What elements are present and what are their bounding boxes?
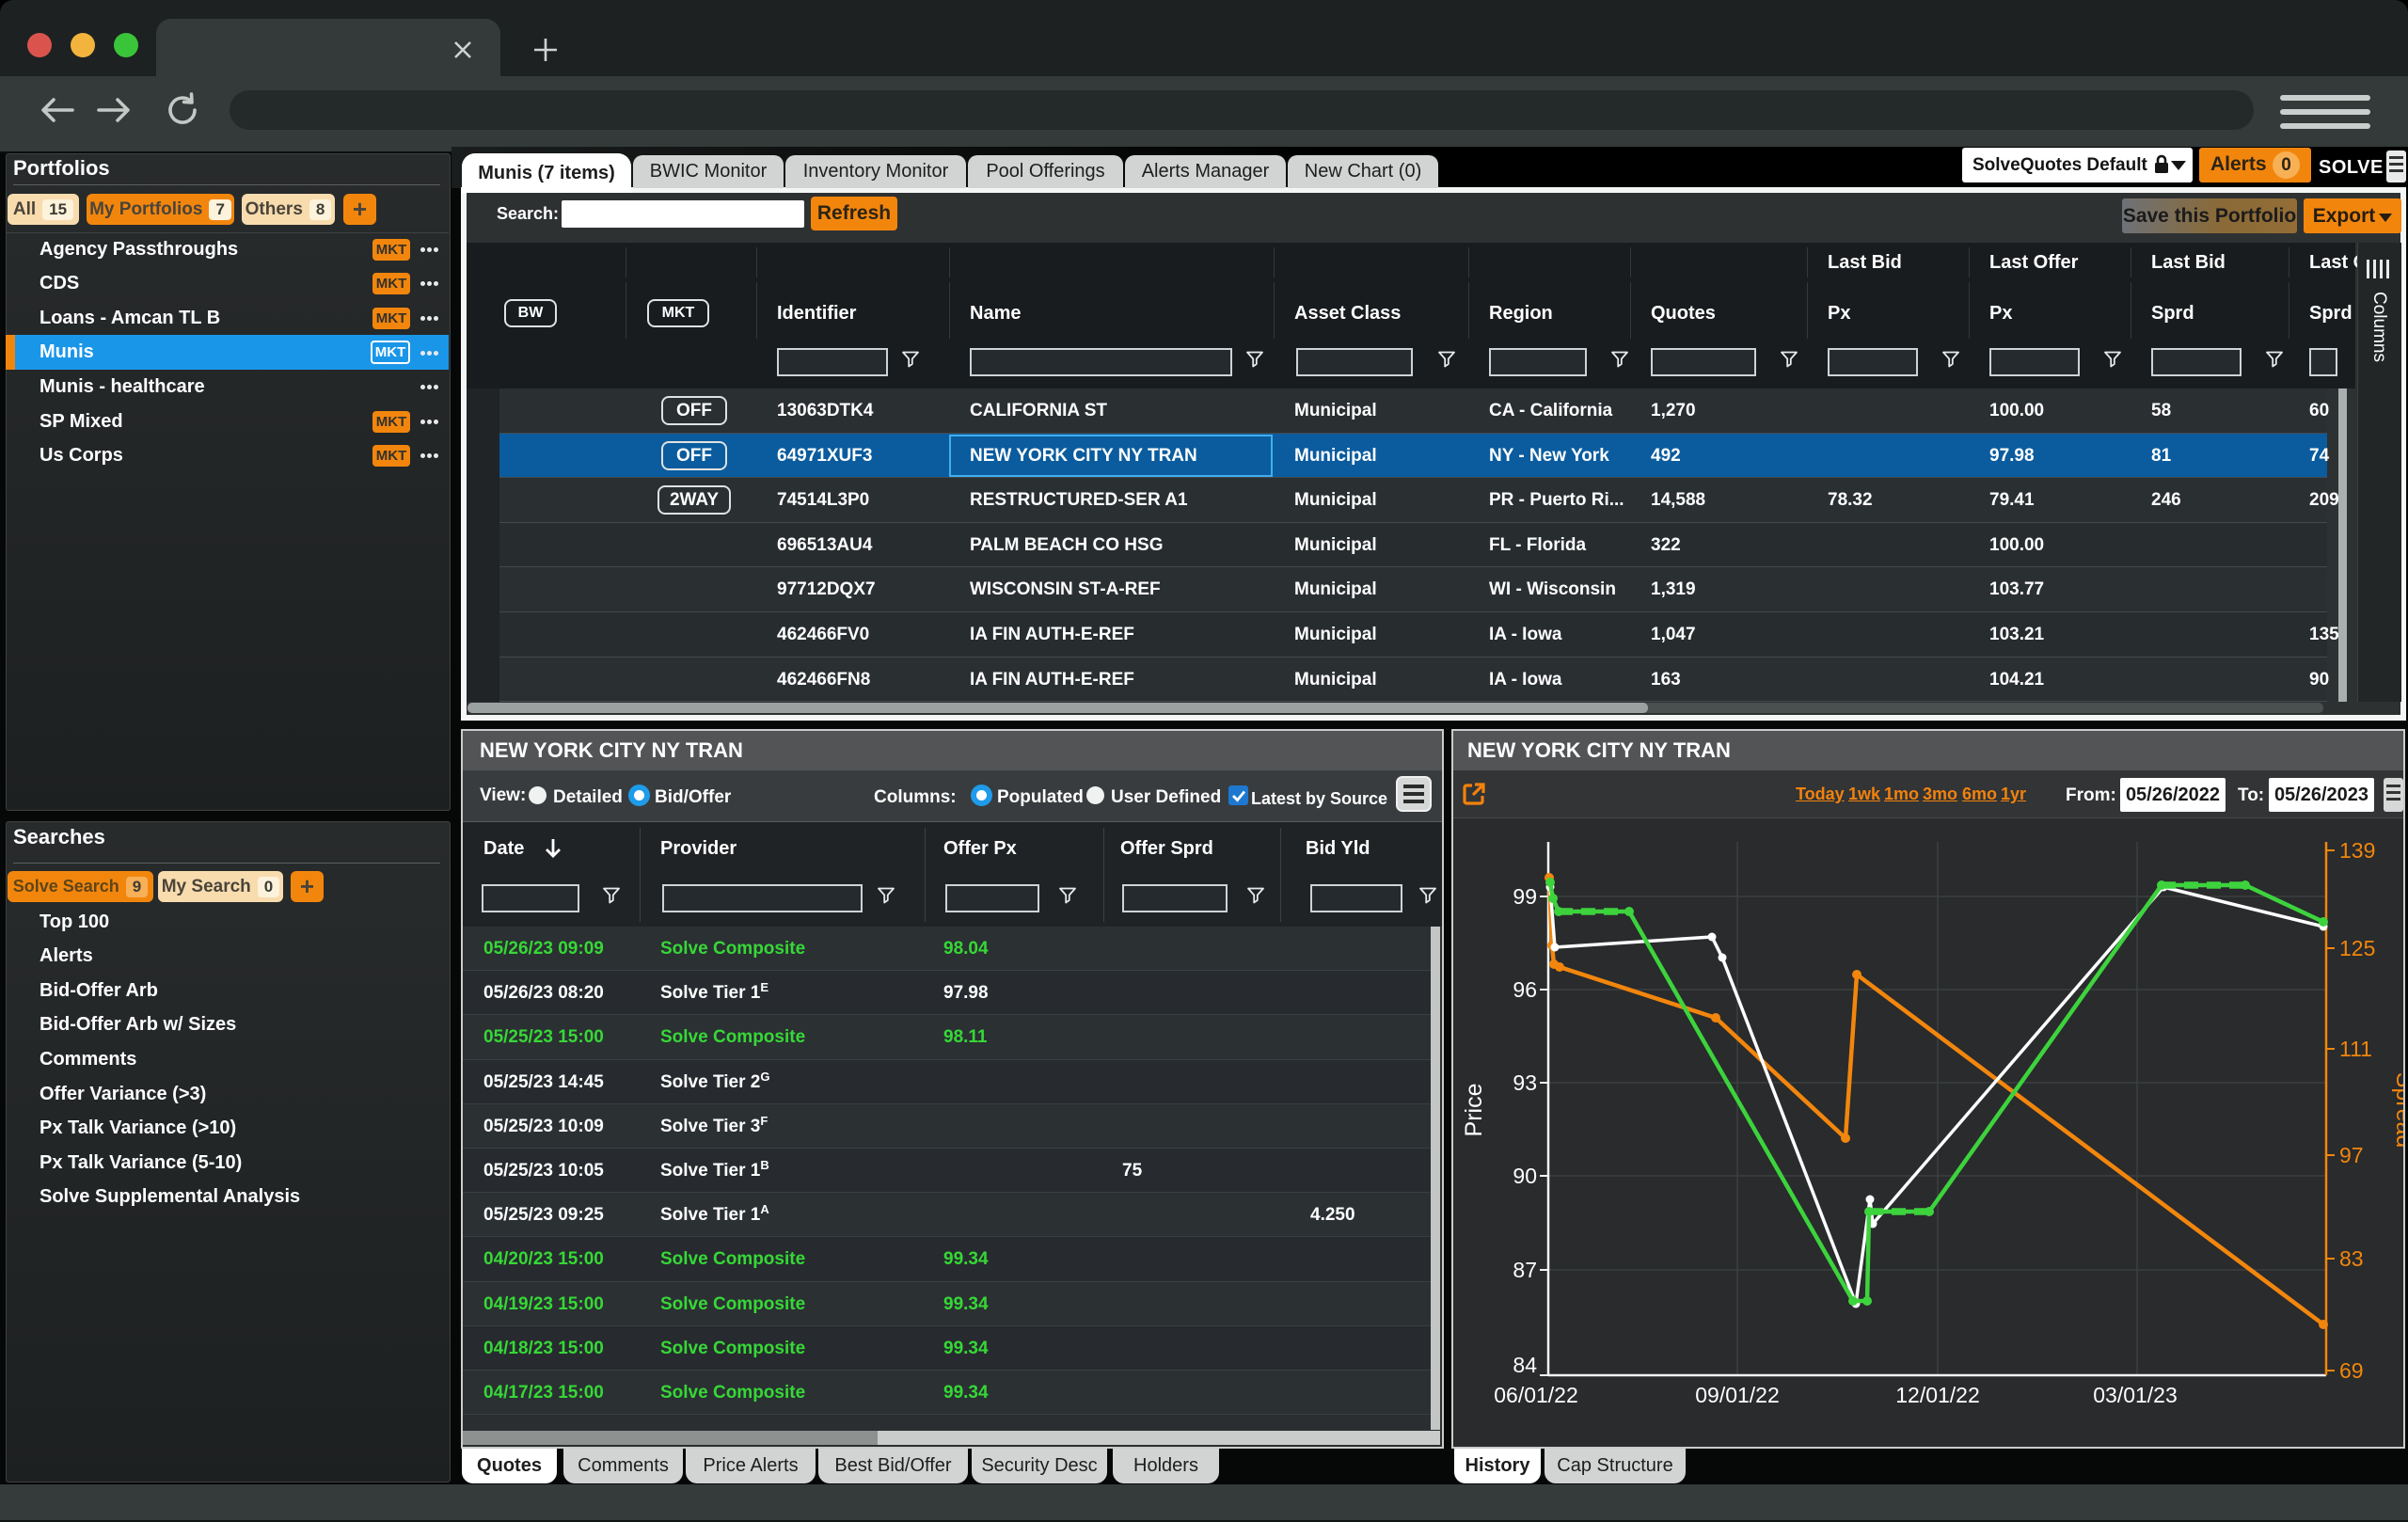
svg-text:83: 83 [2339, 1246, 2364, 1271]
svg-text:125: 125 [2339, 936, 2375, 960]
svg-text:93: 93 [1513, 1070, 1537, 1095]
svg-text:111: 111 [2339, 1037, 2372, 1061]
svg-text:90: 90 [1513, 1164, 1537, 1188]
svg-text:03/01/23: 03/01/23 [2093, 1383, 2178, 1407]
svg-text:87: 87 [1513, 1258, 1537, 1282]
svg-text:97: 97 [2339, 1143, 2364, 1167]
svg-text:12/01/22: 12/01/22 [1895, 1383, 1980, 1407]
svg-text:Price: Price [1461, 1084, 1487, 1137]
svg-text:Spread: Spread [2391, 1072, 2403, 1149]
svg-text:09/01/22: 09/01/22 [1695, 1383, 1780, 1407]
svg-text:69: 69 [2339, 1358, 2364, 1383]
svg-text:06/01/22: 06/01/22 [1494, 1383, 1578, 1407]
svg-text:99: 99 [1513, 884, 1537, 909]
svg-text:96: 96 [1513, 977, 1537, 1002]
svg-text:84: 84 [1513, 1353, 1537, 1377]
svg-text:139: 139 [2339, 838, 2375, 863]
